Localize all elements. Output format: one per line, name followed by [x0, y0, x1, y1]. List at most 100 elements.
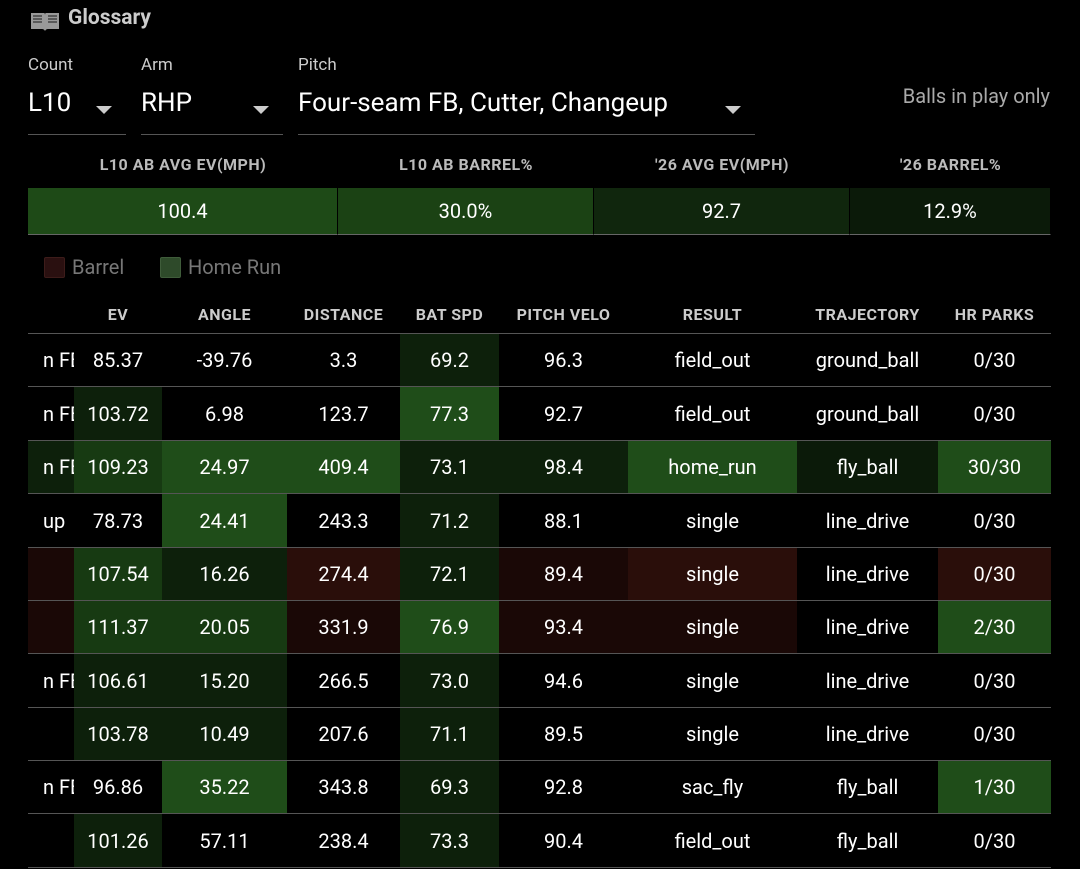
- table-cell: 96.86: [92, 775, 144, 799]
- table-cell: 15.20: [162, 654, 287, 707]
- toggle-label[interactable]: Balls in play only: [902, 84, 1050, 108]
- table-cell: 90.4: [544, 828, 583, 853]
- table-cell: 20.05: [162, 601, 287, 653]
- table-cell: ground_ball: [815, 401, 920, 426]
- legend-swatch[interactable]: [160, 257, 181, 278]
- table-cell: 71.1: [400, 708, 499, 760]
- summary-header: L10 AB AVG EV(MPH): [99, 154, 267, 174]
- table-cell: 30/30: [938, 441, 1051, 493]
- table-cell: [28, 601, 74, 653]
- row-divider: [28, 813, 1051, 814]
- table-cell: 89.5: [544, 722, 583, 746]
- table-cell: 69.2: [400, 334, 499, 386]
- filter-dropdown[interactable]: [141, 84, 283, 135]
- table-cell: field_out: [674, 348, 751, 372]
- table-cell: 57.11: [199, 828, 250, 853]
- legend-label[interactable]: Home Run: [188, 255, 282, 279]
- table-cell: 78.73: [92, 508, 144, 533]
- table-cell: 243.3: [318, 508, 369, 533]
- table-cell: single: [686, 668, 739, 693]
- table-cell: 85.37: [92, 348, 144, 372]
- row-divider: [28, 760, 1051, 761]
- table-cell: field_out: [674, 401, 751, 426]
- filter-dropdown[interactable]: [28, 84, 126, 135]
- table-cell: 73.0: [400, 654, 499, 707]
- table-cell: ground_ball: [815, 348, 920, 372]
- table-cell: sac_fly: [681, 775, 744, 799]
- table-cell: 0/30: [938, 548, 1051, 600]
- table-cell: 89.4: [499, 548, 628, 600]
- table-cell: 35.22: [162, 761, 287, 813]
- table-cell: 409.4: [287, 441, 400, 493]
- table-cell: 24.41: [162, 494, 287, 547]
- table-cell: 24.97: [162, 441, 287, 493]
- table-cell: 123.7: [318, 401, 369, 426]
- table-cell: 3.3: [329, 348, 358, 372]
- table-cell: 111.37: [74, 601, 162, 653]
- table-cell: 92.8: [544, 775, 583, 799]
- table-cell: n FB: [43, 348, 74, 372]
- table-cell: 238.4: [318, 828, 369, 853]
- table-cell: 0/30: [973, 828, 1016, 853]
- table-cell: 1/30: [938, 761, 1051, 813]
- column-header: TRAJECTORY: [815, 304, 920, 324]
- summary-header: L10 AB BARREL%: [399, 154, 533, 174]
- table-cell: 88.1: [544, 508, 583, 533]
- table-cell: 0/30: [973, 668, 1016, 693]
- table-cell: 96.3: [544, 348, 583, 372]
- table-cell: 343.8: [318, 775, 369, 799]
- table-cell: n FB: [43, 668, 74, 693]
- legend-label[interactable]: Barrel: [72, 255, 125, 279]
- table-cell: 0/30: [973, 508, 1016, 533]
- table-cell: fly_ball: [836, 828, 899, 853]
- table-cell: [28, 548, 74, 600]
- dropdown-arrow[interactable]: [96, 106, 112, 114]
- table-cell: n FB: [28, 441, 74, 493]
- row-divider: [28, 493, 1051, 494]
- table-cell: field_out: [674, 828, 751, 853]
- table-cell: line_drive: [825, 508, 910, 533]
- table-cell: 107.54: [74, 548, 162, 600]
- column-header: DISTANCE: [303, 304, 384, 324]
- column-header: RESULT: [682, 304, 743, 324]
- table-cell: single: [686, 508, 739, 533]
- table-cell: 0/30: [973, 348, 1016, 372]
- row-divider: [28, 386, 1051, 387]
- table-cell: 103.72: [74, 387, 162, 440]
- glossary-title[interactable]: Glossary: [68, 6, 151, 30]
- table-cell: 0/30: [973, 722, 1016, 746]
- table-cell: 72.1: [400, 548, 499, 600]
- table-cell: line_drive: [825, 562, 910, 586]
- table-cell: 71.2: [400, 494, 499, 547]
- table-cell: -39.76: [196, 348, 253, 372]
- row-divider: [28, 707, 1051, 708]
- table-cell: n FB: [43, 401, 74, 426]
- dropdown-arrow[interactable]: [253, 106, 269, 114]
- summary-header: '26 AVG EV(MPH): [654, 154, 790, 174]
- filter-label: Pitch: [298, 55, 337, 75]
- legend-swatch[interactable]: [44, 257, 65, 278]
- table-cell: single: [628, 548, 797, 600]
- row-divider: [28, 333, 1051, 334]
- row-divider: [28, 547, 1051, 548]
- row-divider: [28, 440, 1051, 441]
- table-cell: 274.4: [287, 548, 400, 600]
- table-cell: 103.78: [74, 708, 162, 760]
- table-cell: home_run: [628, 441, 797, 493]
- table-cell: 93.4: [499, 601, 628, 653]
- column-header: EV: [107, 304, 129, 324]
- table-cell: up: [43, 508, 66, 533]
- table-cell: single: [686, 722, 739, 746]
- filter-value: L10: [28, 88, 72, 118]
- filter-dropdown[interactable]: [298, 84, 755, 135]
- filter-label: Count: [28, 55, 74, 75]
- table-cell: [28, 814, 74, 867]
- row-divider: [28, 600, 1051, 601]
- table-cell: 6.98: [205, 401, 244, 426]
- dropdown-arrow[interactable]: [725, 106, 741, 114]
- table-cell: 266.5: [318, 668, 369, 693]
- table-cell: line_drive: [825, 722, 910, 746]
- table-cell: fly_ball: [797, 441, 938, 493]
- column-header: ANGLE: [197, 304, 252, 324]
